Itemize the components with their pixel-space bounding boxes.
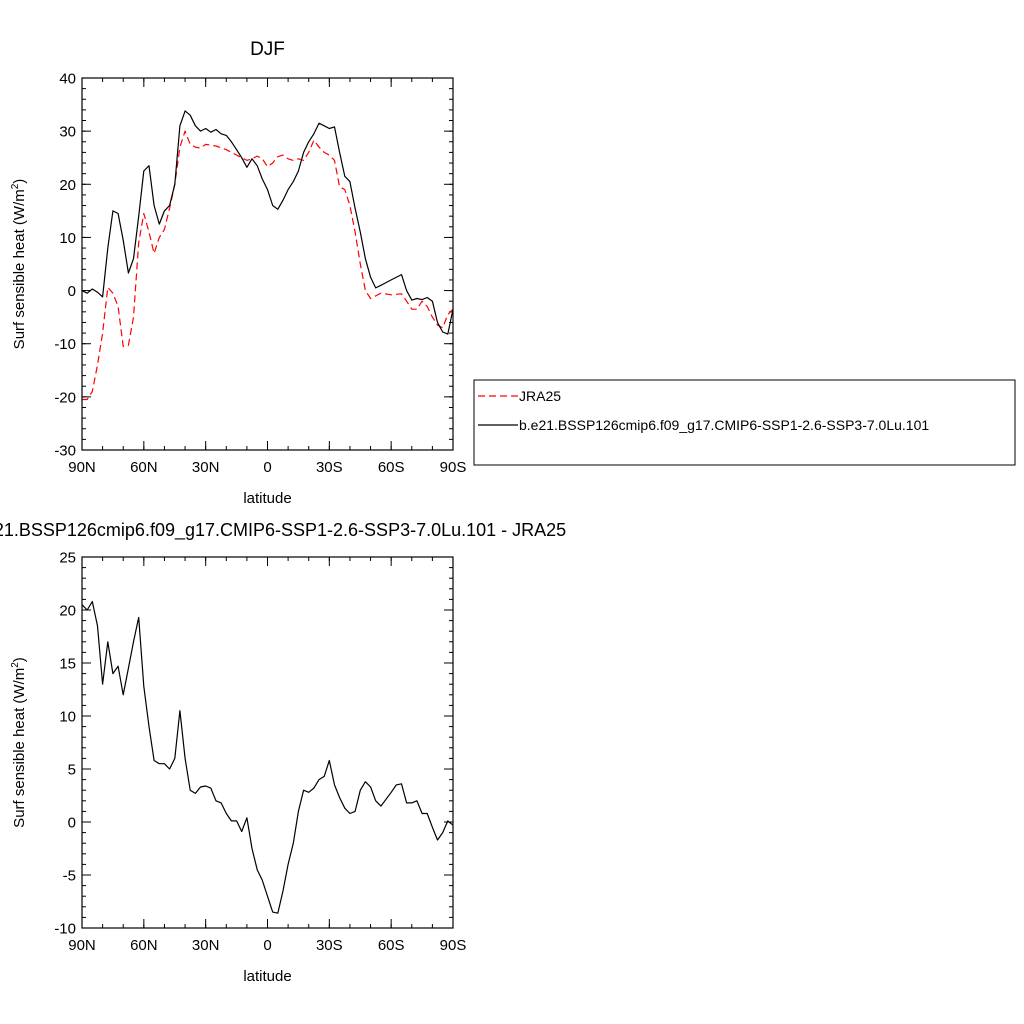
y-tick-label: 0 — [68, 283, 76, 300]
x-tick-label: 90N — [68, 459, 96, 476]
series-line-1 — [82, 130, 454, 401]
plot-frame — [81, 556, 454, 929]
y-tick-label: -10 — [54, 921, 76, 938]
chart-title: DJF — [250, 39, 285, 60]
y-axis-label: Surf sensible heat (W/m2) — [10, 657, 28, 828]
x-axis-label: latitude — [243, 968, 291, 985]
series-line-2 — [81, 110, 454, 335]
chart-1: DJF -30 -20 -10 0 10 20 30 40 90N 60N 30N 0 30S 60S 90S… — [10, 39, 1016, 507]
x-tick-label: 30N — [192, 459, 220, 476]
x-tick-label: 0 — [263, 937, 271, 954]
x-tick-label: 60S — [378, 937, 405, 954]
x-tick-label: 60S — [378, 459, 405, 476]
series-line-1 — [81, 600, 454, 914]
legend-box — [473, 379, 1016, 466]
x-axis-label: latitude — [243, 490, 291, 507]
y-tick-label: 20 — [59, 177, 76, 194]
y-tick-label: 30 — [59, 124, 76, 141]
x-tick-label: 30S — [316, 459, 343, 476]
legend: JRA25 b.e21.BSSP126cmip6.f09_g17.CMIP6-SS… — [473, 379, 1016, 466]
x-tick-label: 60N — [130, 459, 158, 476]
plot-frame — [81, 77, 454, 451]
y-tick-label: 40 — [59, 71, 76, 88]
x-tick-label: 90S — [440, 459, 467, 476]
y-tick-label: 15 — [59, 656, 76, 673]
x-tick-label: 30S — [316, 937, 343, 954]
y-tick-label: -20 — [54, 389, 76, 406]
y-tick-label: 5 — [68, 762, 76, 779]
chart-2: b.e21.BSSP126cmip6.f09_g17.CMIP6-SSP1-2.… — [0, 520, 566, 985]
y-tick-label: -10 — [54, 336, 76, 353]
y-tick-label: -5 — [63, 868, 76, 885]
chart-title: b.e21.BSSP126cmip6.f09_g17.CMIP6-SSP1-2.… — [0, 520, 566, 541]
y-axis-label: Surf sensible heat (W/m2) — [10, 179, 28, 350]
y-tick-label: 0 — [68, 815, 76, 832]
x-tick-label: 90N — [68, 937, 96, 954]
legend-label-1: JRA25 — [519, 388, 561, 404]
y-tick-label: 25 — [59, 550, 76, 567]
y-tick-label: 10 — [59, 709, 76, 726]
y-tick-label: -30 — [54, 443, 76, 460]
x-tick-label: 90S — [440, 937, 467, 954]
x-tick-label: 60N — [130, 937, 158, 954]
y-tick-label: 20 — [59, 603, 76, 620]
legend-label-2: b.e21.BSSP126cmip6.f09_g17.CMIP6-SSP1-2.… — [519, 417, 929, 433]
x-tick-label: 0 — [263, 459, 271, 476]
x-tick-label: 30N — [192, 937, 220, 954]
y-tick-label: 10 — [59, 230, 76, 247]
